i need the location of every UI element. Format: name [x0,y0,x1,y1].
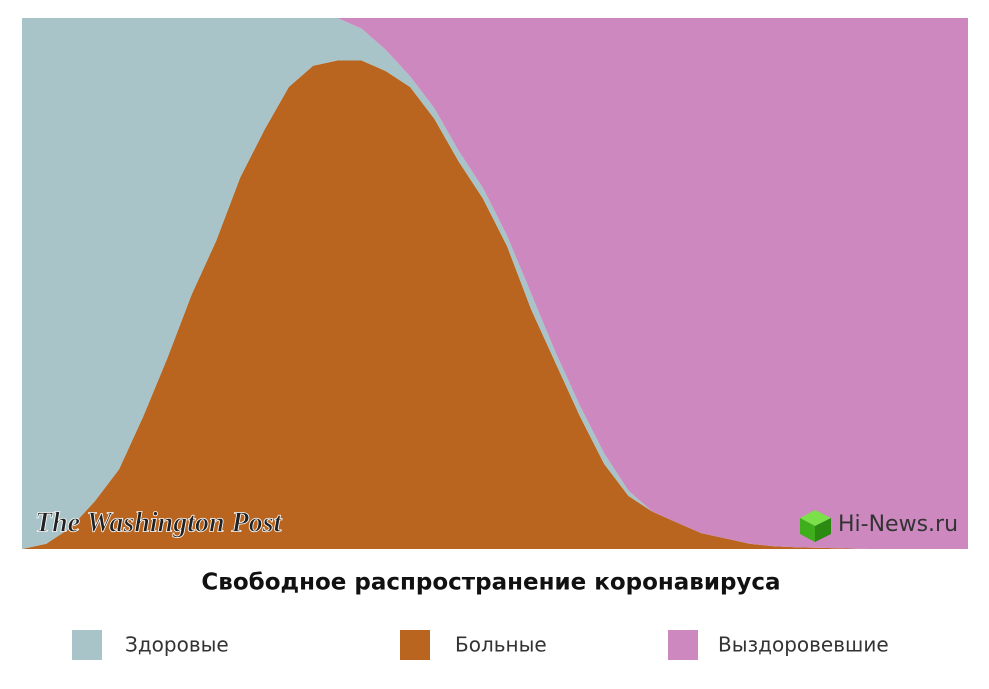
chart-title: Свободное распространение коронавируса [201,570,780,596]
hi-news-logo [800,510,831,542]
area [22,18,968,549]
legend-label: Здоровые [125,633,229,657]
legend-label: Больные [455,633,547,657]
watermark: The Washington Post [35,507,283,538]
plot-area [22,18,968,549]
watermark: Hi-News.ru [838,512,958,537]
legend-swatch [668,630,698,660]
area [22,60,968,549]
legend-swatch [72,630,102,660]
area [22,18,968,549]
legend-swatch [400,630,430,660]
legend-label: Выздоровевшие [718,633,889,657]
legend: Здоровые Больные Выздоровевшие [72,630,889,660]
